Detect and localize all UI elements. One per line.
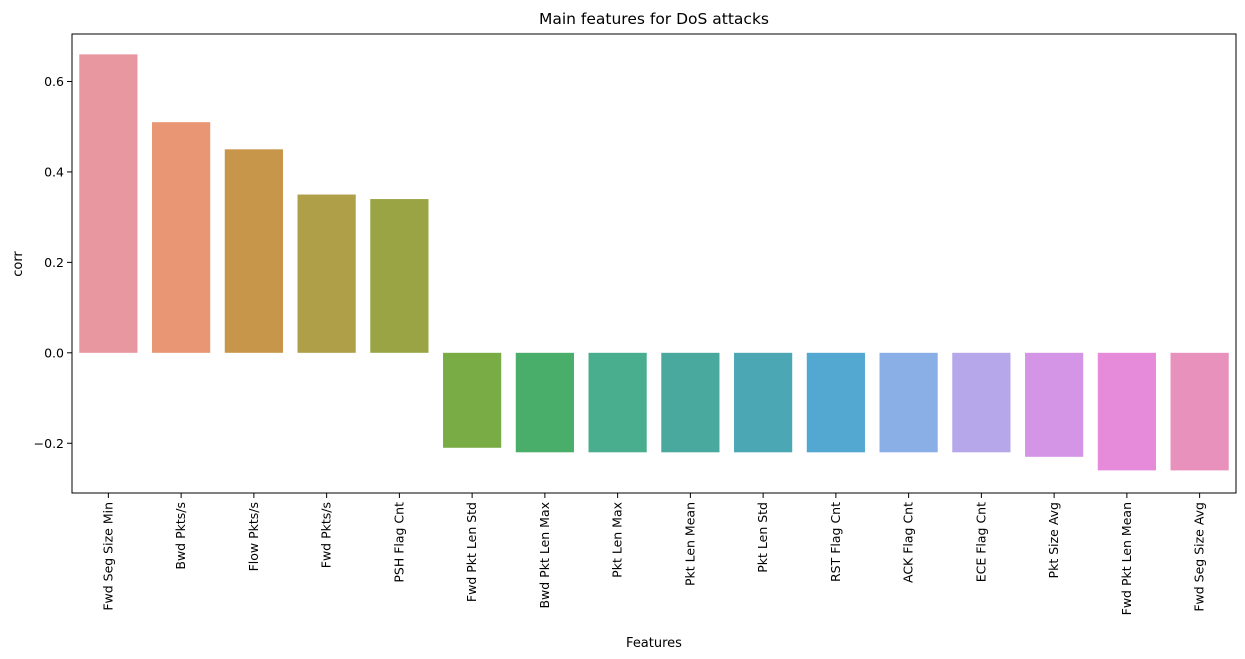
bar-5: [443, 352, 502, 448]
bar-0: [79, 54, 138, 353]
x-tick-label-6: Bwd Pkt Len Max: [537, 502, 552, 609]
bar-3: [297, 194, 356, 353]
y-tick-label-2: 0.2: [44, 255, 64, 270]
y-tick-label-4: 0.6: [44, 74, 64, 89]
x-tick-label-1: Bwd Pkts/s: [173, 502, 188, 570]
x-axis: Fwd Seg Size Min Bwd Pkts/s Flow Pkts/s Fwd…: [100, 493, 1207, 615]
bar-2: [224, 149, 283, 353]
bar-11: [879, 352, 938, 453]
chart-title: Main features for DoS attacks: [539, 10, 769, 28]
y-axis: −0.2 0.0 0.2 0.4 0.6: [34, 74, 72, 451]
x-tick-label-4: PSH Flag Cnt: [391, 502, 406, 583]
x-tick-label-15: Fwd Seg Size Avg: [1192, 502, 1207, 612]
plot-frame: [71, 33, 1237, 494]
bar-14: [1097, 352, 1156, 471]
x-tick-label-7: Pkt Len Max: [610, 502, 625, 578]
x-tick-label-3: Fwd Pkts/s: [319, 502, 334, 568]
x-tick-label-9: Pkt Len Std: [755, 502, 770, 573]
x-tick-label-11: ACK Flag Cnt: [901, 502, 916, 583]
bar-4: [370, 199, 429, 353]
x-tick-label-10: RST Flag Cnt: [828, 502, 843, 582]
y-axis-label: corr: [11, 251, 26, 277]
x-tick-label-12: ECE Flag Cnt: [973, 502, 988, 582]
y-tick-label-1: 0.0: [44, 345, 64, 360]
bar-6: [515, 352, 574, 453]
x-tick-label-13: Pkt Size Avg: [1046, 502, 1061, 578]
y-tick-label-0: −0.2: [34, 436, 64, 451]
x-axis-label: Features: [626, 636, 682, 651]
bar-1: [152, 122, 211, 353]
y-tick-label-3: 0.4: [44, 164, 64, 179]
bar-15: [1170, 352, 1229, 471]
x-tick-label-8: Pkt Len Mean: [682, 502, 697, 586]
bar-8: [661, 352, 720, 453]
bar-10: [806, 352, 865, 453]
bar-9: [734, 352, 793, 453]
x-tick-label-0: Fwd Seg Size Min: [100, 502, 115, 611]
bar-12: [952, 352, 1011, 453]
bar-7: [588, 352, 647, 453]
x-tick-label-5: Fwd Pkt Len Std: [464, 502, 479, 602]
bars-group: [79, 54, 1229, 471]
x-tick-label-14: Fwd Pkt Len Mean: [1119, 502, 1134, 615]
x-tick-label-2: Flow Pkts/s: [246, 502, 261, 571]
bar-13: [1025, 352, 1084, 457]
